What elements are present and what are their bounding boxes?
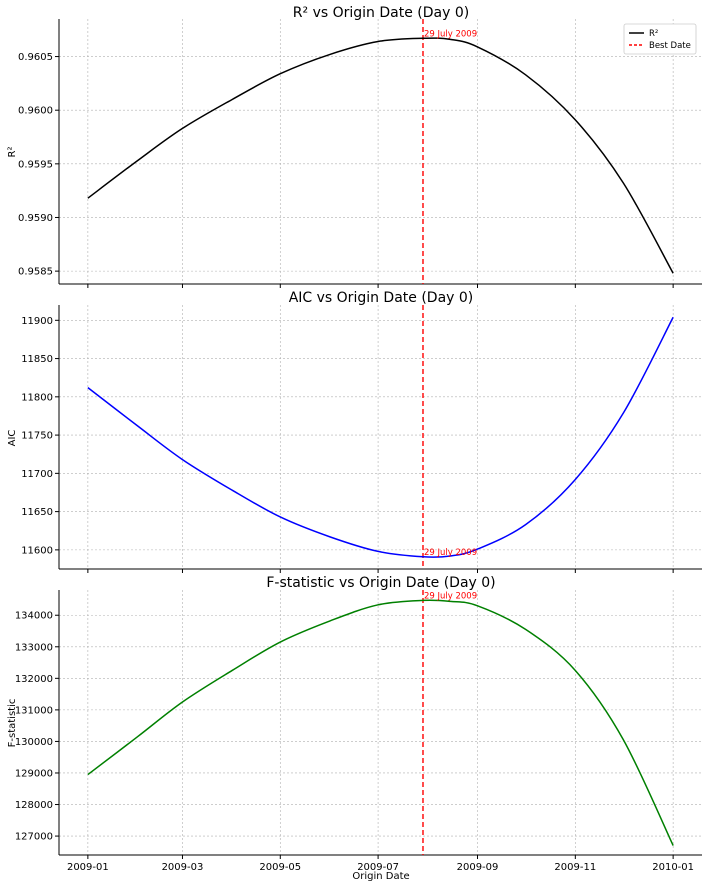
y-tick-label: 11800 <box>21 392 53 403</box>
r2-y-axis-label: R² <box>7 147 18 158</box>
fstat-y-axis-label: F-statistic <box>7 699 18 748</box>
y-tick-label: 0.9595 <box>18 159 53 170</box>
fstat-panel: F-statistic vs Origin Date (Day 0) F-sta… <box>7 575 702 882</box>
x-tick-label: 2009-01 <box>67 862 109 873</box>
legend-box <box>623 23 697 55</box>
y-tick-label: 132000 <box>15 674 53 685</box>
y-tick-label: 129000 <box>15 768 53 779</box>
y-tick-label: 128000 <box>15 800 53 811</box>
x-tick-label: 2009-03 <box>162 862 204 873</box>
y-tick-label: 134000 <box>15 611 53 622</box>
r2-chart-title: R² vs Origin Date (Day 0) <box>293 5 469 21</box>
aic-y-axis-label: AIC <box>7 430 18 447</box>
y-tick-label: 11750 <box>21 431 53 442</box>
y-tick-label: 0.9585 <box>18 267 53 278</box>
y-tick-label: 11650 <box>21 507 53 518</box>
y-tick-label: 0.9605 <box>18 52 53 63</box>
y-tick-label: 130000 <box>15 737 53 748</box>
series-line <box>87 37 674 274</box>
r2-panel: R² vs Origin Date (Day 0) R² 0.9585 0.959… <box>7 5 702 288</box>
best-date-annotation: 29 July 2009 <box>424 591 477 601</box>
aic-panel: AIC vs Origin Date (Day 0) AIC 11600 1165… <box>7 290 702 573</box>
x-tick-label: 2009-07 <box>357 862 399 873</box>
legend-label: R² <box>649 29 658 39</box>
best-date-annotation: 29 July 2009 <box>424 29 477 39</box>
y-tick-label: 11900 <box>21 316 53 327</box>
y-tick-label: 127000 <box>15 832 53 843</box>
x-axis-label: Origin Date <box>352 871 409 882</box>
x-tick-label: 2009-05 <box>259 862 301 873</box>
aic-chart-title: AIC vs Origin Date (Day 0) <box>289 290 474 306</box>
x-tick-label: 2009-09 <box>457 862 499 873</box>
y-tick-label: 11600 <box>21 545 53 556</box>
y-tick-label: 133000 <box>15 642 53 653</box>
legend-label: Best Date <box>649 41 691 51</box>
y-tick-label: 0.9600 <box>18 106 53 117</box>
y-tick-label: 0.9590 <box>18 213 53 224</box>
y-tick-label: 11850 <box>21 354 53 365</box>
best-date-annotation: 29 July 2009 <box>424 548 477 558</box>
x-tick-label: 2010-01 <box>652 862 694 873</box>
y-tick-label: 11700 <box>21 469 53 480</box>
fstat-chart-title: F-statistic vs Origin Date (Day 0) <box>266 575 495 591</box>
series-line <box>87 599 674 846</box>
y-tick-label: 131000 <box>15 705 53 716</box>
legend: R² Best Date <box>623 23 697 55</box>
x-tick-label: 2009-11 <box>554 862 596 873</box>
series-line <box>87 316 674 558</box>
